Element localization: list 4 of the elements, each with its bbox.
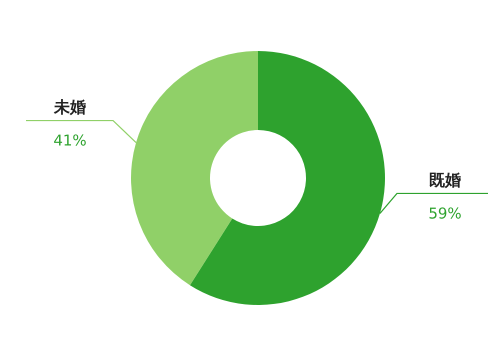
data-label: 41% bbox=[53, 132, 87, 150]
slice-label: 既婚 bbox=[429, 170, 461, 190]
slice-label: 未婚 bbox=[53, 98, 86, 117]
data-label: 59% bbox=[428, 204, 462, 222]
